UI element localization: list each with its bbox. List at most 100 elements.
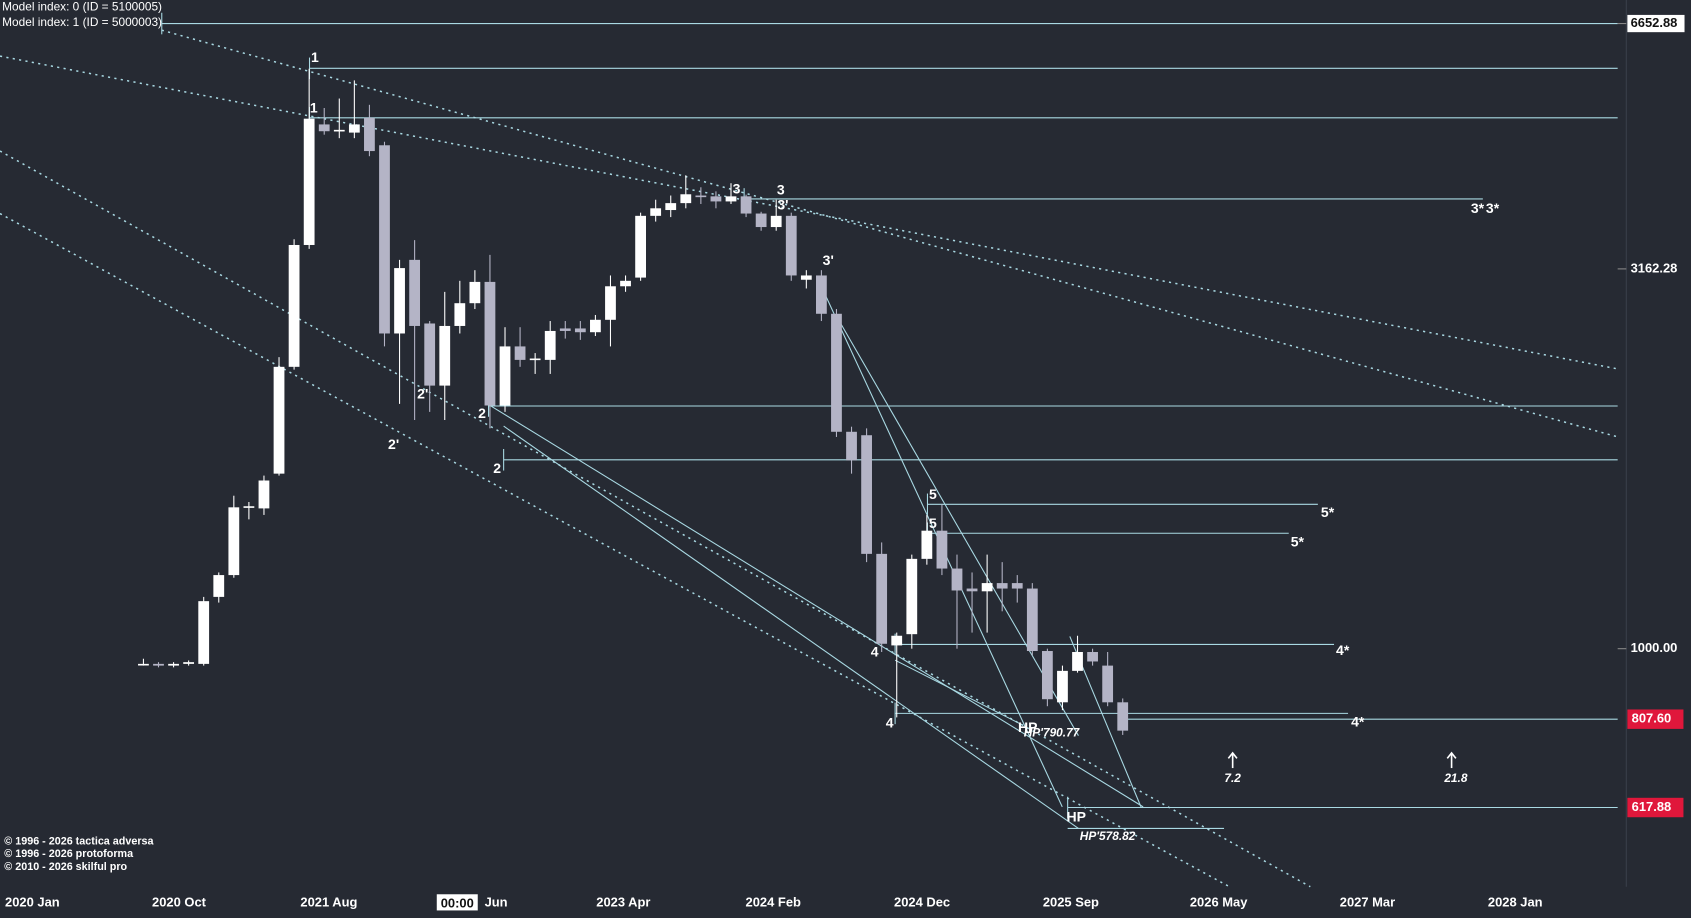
annotation: 2	[478, 405, 486, 421]
trendline	[0, 212, 1230, 888]
y-tick-label: 3162.28	[1631, 260, 1678, 275]
trendline	[503, 425, 1079, 829]
candle-body	[695, 195, 707, 198]
candle-body	[650, 208, 662, 216]
candle-body	[484, 281, 496, 406]
annotation: HP'790.77	[1024, 726, 1081, 740]
candle-body	[273, 366, 285, 474]
x-tick-label: 2028 Jan	[1488, 894, 1543, 909]
candle-body	[725, 196, 737, 202]
candle-body	[364, 117, 375, 152]
annotation: 5*	[1321, 504, 1335, 520]
candle-body	[755, 213, 767, 228]
annotation: 4	[871, 643, 879, 659]
candle-body	[590, 319, 601, 333]
header-line: Model index: 0 (ID = 5100005)	[2, 0, 162, 14]
candle-body	[665, 203, 677, 211]
candle-body	[966, 588, 978, 592]
candle-body	[559, 328, 571, 331]
price-marker-box	[1627, 797, 1684, 818]
candle-body	[921, 530, 933, 559]
candle-body	[198, 601, 210, 664]
candle-body	[1087, 652, 1098, 662]
annotation: 4*	[1336, 642, 1350, 658]
trendline	[0, 150, 1311, 888]
candle-body	[891, 635, 903, 646]
y-tick-box	[1627, 14, 1685, 33]
trendline	[488, 404, 1144, 808]
header-line: Model index: 1 (ID = 5000003)	[2, 15, 162, 29]
candle-body	[138, 663, 149, 666]
y-tick-label: 6652.88	[1631, 15, 1678, 30]
annotation: 2	[493, 460, 501, 476]
x-tick-label: 2024 Feb	[746, 894, 801, 909]
x-tick-label: 2020 Oct	[152, 894, 207, 909]
candle-body	[906, 558, 918, 635]
x-tick-label: 2020 Jan	[5, 894, 60, 909]
x-tick-label: 2026 May	[1190, 894, 1248, 909]
copyright: © 1996 - 2026 protoforma	[4, 848, 134, 860]
candle-body	[153, 663, 164, 666]
candle-body	[1117, 702, 1129, 731]
annotation: HP	[1067, 808, 1086, 824]
candle-body	[981, 583, 993, 592]
cursor-time: 00:00	[441, 895, 474, 910]
annotation: 3	[777, 182, 785, 198]
trendline	[0, 55, 1618, 370]
candle-body	[469, 281, 481, 304]
annotation: 4*	[1351, 713, 1365, 729]
candle-body	[529, 358, 541, 361]
annotation: 3'	[777, 197, 788, 213]
candle-body	[454, 303, 466, 326]
annotation: 21.8	[1443, 771, 1467, 785]
trendline	[835, 314, 1079, 736]
candle-body	[1026, 588, 1038, 652]
annotation: 5*	[1291, 533, 1305, 549]
arrow-head	[1446, 751, 1457, 759]
trendline	[894, 659, 1023, 726]
candle-body	[409, 259, 421, 326]
candle-body	[951, 568, 963, 591]
candle-body	[635, 215, 646, 278]
annotation: 3	[733, 181, 741, 197]
annotation: 3*	[1486, 200, 1500, 216]
candle-body	[605, 286, 616, 320]
annotation: HP'578.82	[1080, 829, 1136, 843]
candle-body	[288, 244, 300, 367]
annotation: 1	[310, 100, 318, 116]
candle-body	[258, 480, 270, 509]
candle-body	[183, 662, 195, 664]
candle-body	[876, 553, 888, 644]
annotation: 1	[311, 49, 319, 65]
candle-body	[816, 275, 827, 314]
candle-body	[785, 215, 797, 276]
annotation: 5	[929, 486, 937, 502]
candle-body	[710, 196, 722, 202]
x-tick-label: 2027 Mar	[1340, 894, 1395, 909]
candle-body	[1011, 583, 1023, 589]
candle-body	[770, 215, 782, 228]
candle-body	[680, 194, 692, 204]
candle-body	[514, 346, 526, 360]
candle-body	[861, 435, 872, 554]
candle-body	[348, 124, 360, 133]
annotation: 3*	[1471, 200, 1485, 216]
arrow-head	[1227, 751, 1238, 759]
candle-body	[800, 275, 812, 280]
candle-body	[831, 313, 842, 432]
dotted-trendlines	[0, 29, 1618, 888]
candle-body	[303, 118, 315, 245]
annotation: 5	[929, 515, 937, 531]
x-tick-label: 2023 Apr	[596, 894, 650, 909]
candle-body	[499, 346, 511, 406]
candle-body	[213, 575, 225, 597]
candle-body	[243, 506, 255, 508]
candle-body	[936, 530, 948, 569]
candle-body	[424, 323, 436, 386]
x-tick-label: Jun	[485, 894, 508, 909]
candle-body	[333, 129, 345, 132]
candle-body	[740, 196, 752, 214]
candle-body	[168, 663, 179, 666]
